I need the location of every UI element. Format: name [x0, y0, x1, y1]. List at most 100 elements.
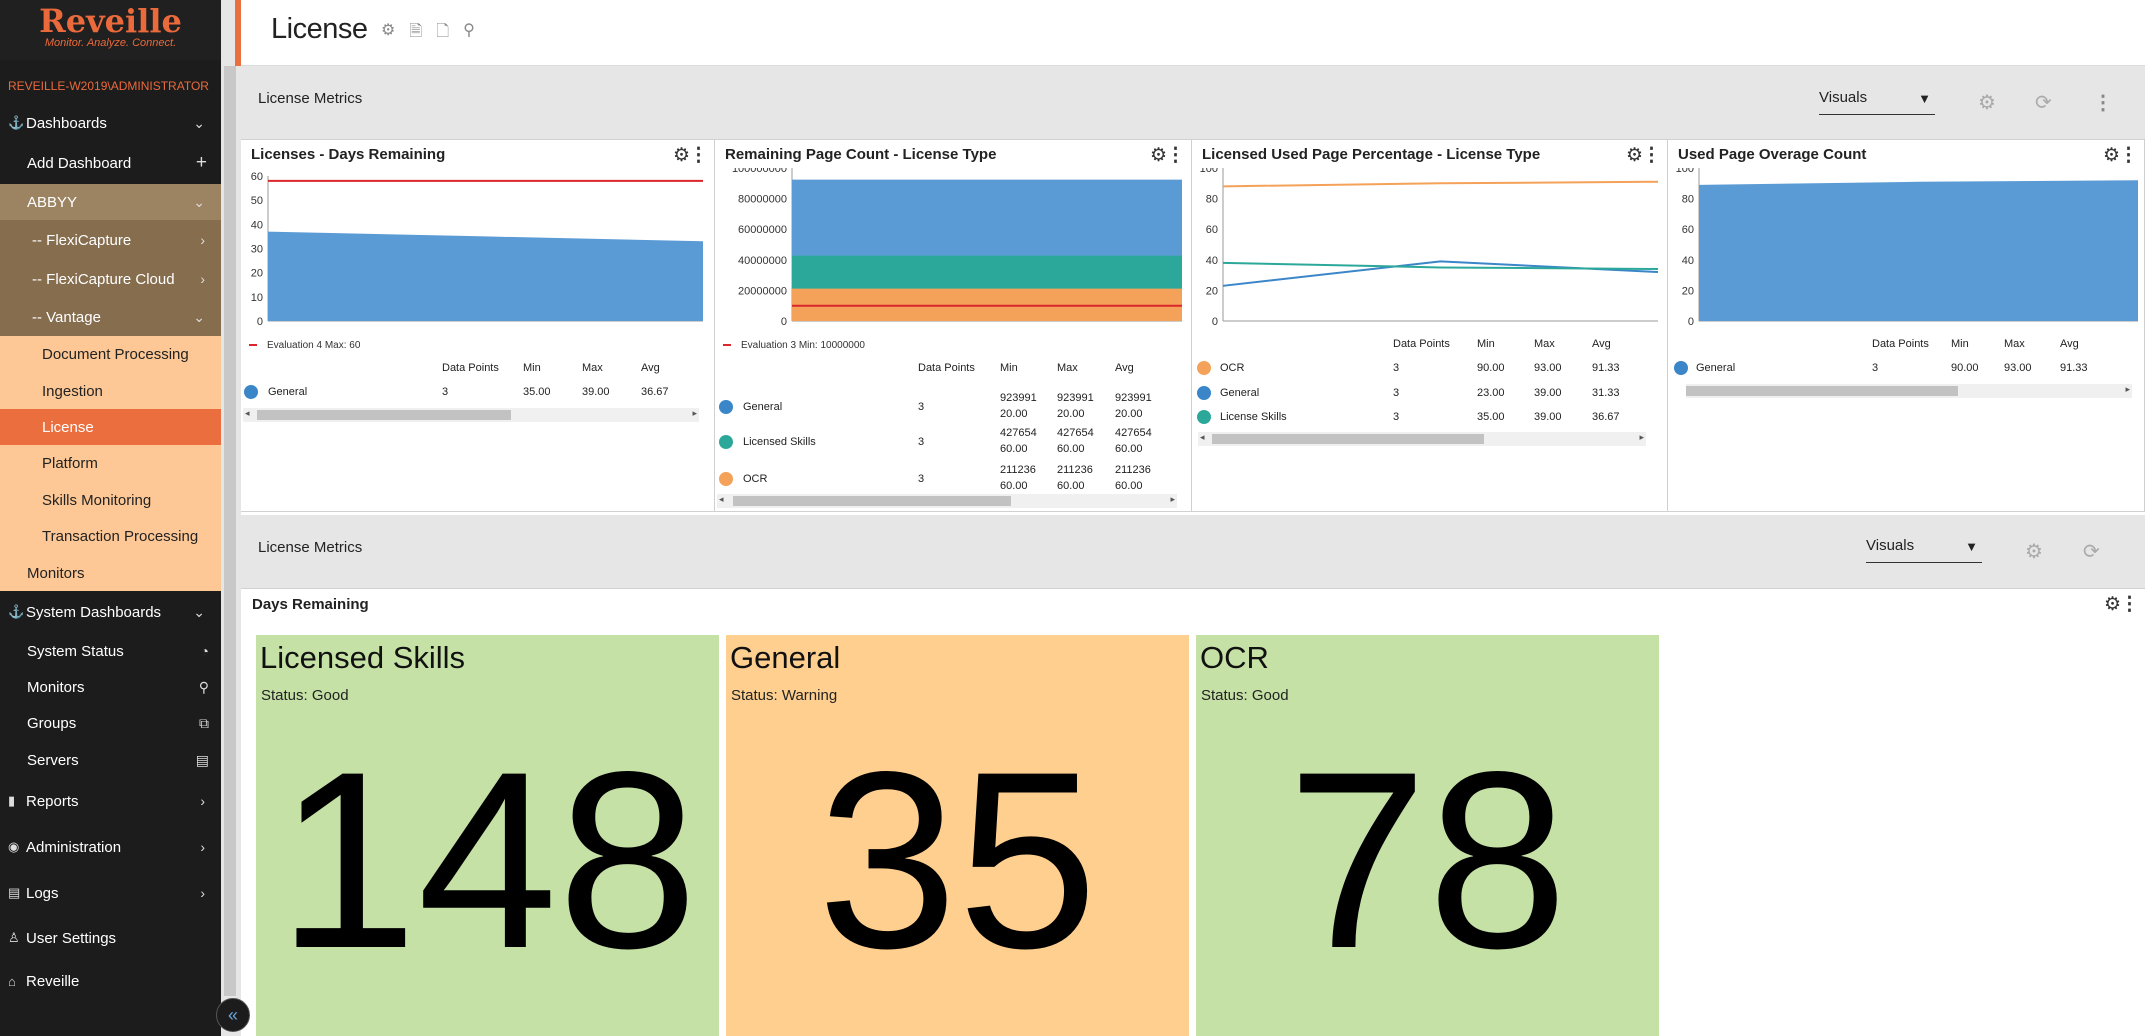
nav-dashboards[interactable]: ⚓ Dashboards ⌄: [0, 104, 221, 142]
nav-platform[interactable]: Platform: [0, 445, 221, 482]
stats-table: Data Points Min Max Avg: [1192, 338, 1666, 438]
settings-icon[interactable]: ⚙: [381, 22, 396, 39]
scroll-thumb[interactable]: [1212, 434, 1484, 444]
series-name: Licensed Skills: [743, 436, 816, 448]
nav-license[interactable]: License: [0, 409, 221, 445]
nav-logs-label: Logs: [26, 884, 59, 902]
sidebar-scrollbar[interactable]: [224, 66, 236, 996]
page-title: License: [271, 13, 368, 45]
nav-reports[interactable]: ▮ Reports ›: [0, 778, 221, 824]
gear-icon[interactable]: ⚙: [1149, 145, 1167, 166]
tile-value: 35: [817, 720, 1098, 1001]
nav-logs[interactable]: ▤ Logs ›: [0, 870, 221, 916]
tile-general[interactable]: General Status: Warning 35: [726, 635, 1189, 1036]
nav-vantage[interactable]: -- Vantage ⌄: [0, 298, 221, 336]
table-hscroll[interactable]: ▸: [1686, 384, 2132, 398]
nav-system-monitors[interactable]: Monitors ⚲: [0, 669, 221, 705]
sidebar: Reveille Monitor. Analyze. Connect. REVE…: [0, 0, 221, 1036]
gear-icon[interactable]: ⚙: [2103, 594, 2121, 615]
panel1-header: License Metrics Visuals ▼ ⚙ ⟳ ⋮: [241, 66, 2145, 140]
nav-document-processing[interactable]: Document Processing: [0, 336, 221, 373]
gear-icon[interactable]: ⚙: [1978, 92, 1996, 114]
nav-flexicapture-label: -- FlexiCapture: [32, 231, 132, 249]
nav-dashboards-label: Dashboards: [26, 114, 107, 132]
series-name: General: [1220, 387, 1260, 399]
gear-icon[interactable]: ⚙: [2025, 541, 2043, 563]
reveille-logo[interactable]: Reveille Monitor. Analyze. Connect.: [0, 0, 221, 60]
chart-card-used-page-percentage: Licensed Used Page Percentage - License …: [1192, 140, 1668, 512]
nav-reveille[interactable]: ⌂ Reveille: [0, 960, 221, 1002]
scroll-right-icon[interactable]: ▸: [1639, 432, 1644, 442]
y-tick-label: 0: [257, 316, 263, 328]
more-icon[interactable]: ⋮: [2120, 594, 2139, 615]
table-hscroll[interactable]: ◂ ▸: [1198, 432, 1646, 446]
nav-groups[interactable]: Groups ⧉: [0, 705, 221, 742]
y-tick-label: 20: [251, 268, 263, 280]
scroll-thumb[interactable]: [733, 496, 1011, 506]
nav-system-status[interactable]: System Status ◔: [0, 633, 221, 669]
nav-monitors-abbyy[interactable]: Monitors: [0, 555, 221, 591]
nav-document-processing-label: Document Processing: [42, 346, 189, 363]
nav-administration-label: Administration: [26, 838, 122, 856]
page-header: License ⚙ 🗎 🗋 ⚲: [241, 0, 2145, 66]
file-export-icon[interactable]: 🗋: [436, 23, 450, 40]
nav-ingestion[interactable]: Ingestion: [0, 373, 221, 409]
data-points: 3: [1872, 362, 1879, 374]
avg-value: 427654 60.00: [1115, 427, 1152, 455]
pdf-export-icon[interactable]: 🗎: [409, 23, 423, 40]
nav-user-settings[interactable]: ♙ User Settings: [0, 916, 221, 960]
table-hscroll[interactable]: ◂ ▸: [243, 408, 699, 422]
more-icon[interactable]: ⋮: [2093, 92, 2113, 114]
nav-flexicapture-cloud[interactable]: -- FlexiCapture Cloud ›: [0, 260, 221, 298]
scroll-right-icon[interactable]: ▸: [1170, 494, 1175, 504]
collapse-sidebar-button[interactable]: «: [216, 998, 250, 1032]
tile-licensed-skills[interactable]: Licensed Skills Status: Good 148: [256, 635, 719, 1036]
y-tick-label: 20: [1206, 285, 1218, 297]
col-header: Data Points: [1872, 338, 1929, 350]
scroll-left-icon[interactable]: ◂: [245, 408, 250, 418]
nav-skills-monitoring[interactable]: Skills Monitoring: [0, 482, 221, 518]
visuals-select[interactable]: Visuals ▼: [1819, 89, 1935, 115]
gear-icon[interactable]: ⚙: [2102, 145, 2120, 166]
stats-table: Data Points Min Max Avg General 3 90.00 …: [1668, 338, 2142, 398]
max-value: 93.00: [2004, 362, 2032, 374]
panel2-header: License Metrics Visuals ▼ ⚙ ⟳: [241, 515, 2145, 589]
nav-add-dashboard[interactable]: Add Dashboard +: [0, 142, 221, 184]
visuals-select[interactable]: Visuals ▼: [1866, 537, 1982, 563]
threshold-legend-label: Evaluation 4 Max: 60: [267, 340, 361, 351]
y-tick-label: 40: [251, 219, 263, 231]
groups-icon: ⧉: [199, 715, 209, 731]
table-hscroll[interactable]: ◂ ▸: [717, 494, 1177, 508]
nav-servers-label: Servers: [27, 751, 79, 769]
nav-administration[interactable]: ◉ Administration ›: [0, 824, 221, 870]
refresh-icon[interactable]: ⟳: [2035, 92, 2052, 114]
col-header: Data Points: [442, 362, 499, 374]
y-tick-label: 40: [1682, 255, 1694, 267]
col-header: Min: [523, 362, 541, 374]
nav-abbyy[interactable]: ABBYY ⌄: [0, 184, 221, 220]
nav-flexicapture[interactable]: -- FlexiCapture ›: [0, 220, 221, 260]
filter-icon[interactable]: ⚲: [463, 22, 475, 39]
nav-servers[interactable]: Servers ▤: [0, 742, 221, 778]
min-value: 23.00: [1477, 387, 1505, 399]
tile-ocr[interactable]: OCR Status: Good 78: [1196, 635, 1659, 1036]
gear-icon[interactable]: ⚙: [1625, 145, 1643, 166]
threshold-line-swatch: [723, 344, 731, 347]
card-title: Licensed Used Page Percentage - License …: [1202, 146, 1541, 163]
nav-system-dashboards[interactable]: ⚓ System Dashboards ⌄: [0, 591, 221, 633]
series-dot: [719, 472, 733, 486]
refresh-icon[interactable]: ⟳: [2083, 541, 2100, 563]
more-icon[interactable]: ⋮: [689, 145, 708, 166]
gear-icon[interactable]: ⚙: [672, 145, 690, 166]
scroll-thumb[interactable]: [1686, 386, 1958, 396]
nav-add-dashboard-label: Add Dashboard: [27, 154, 132, 172]
scroll-thumb[interactable]: [257, 410, 511, 420]
more-icon[interactable]: ⋮: [1166, 145, 1185, 166]
scroll-right-icon[interactable]: ▸: [692, 408, 697, 418]
scroll-right-icon[interactable]: ▸: [2125, 384, 2130, 394]
nav-transaction-processing[interactable]: Transaction Processing: [0, 518, 221, 555]
more-icon[interactable]: ⋮: [1642, 145, 1661, 166]
scroll-left-icon[interactable]: ◂: [719, 494, 724, 504]
more-icon[interactable]: ⋮: [2119, 145, 2138, 166]
scroll-left-icon[interactable]: ◂: [1200, 432, 1205, 442]
